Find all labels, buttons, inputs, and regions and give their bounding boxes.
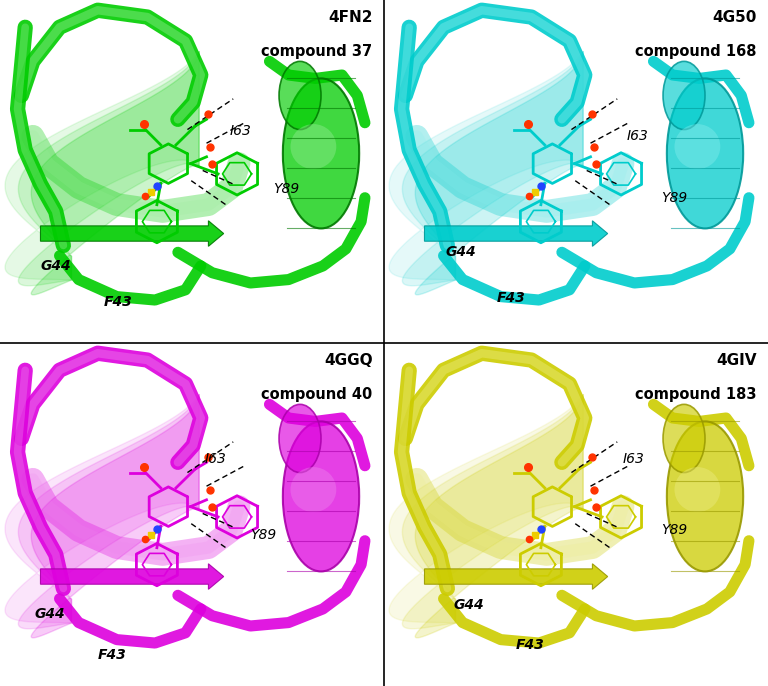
Text: Y89: Y89 xyxy=(250,528,276,543)
Ellipse shape xyxy=(663,61,705,130)
Text: compound 183: compound 183 xyxy=(635,388,756,402)
FancyArrow shape xyxy=(41,564,223,589)
Text: G44: G44 xyxy=(35,607,65,621)
Text: I63: I63 xyxy=(230,124,251,138)
Ellipse shape xyxy=(667,78,743,228)
Text: Y89: Y89 xyxy=(661,191,687,204)
Ellipse shape xyxy=(290,124,336,169)
Text: 4GGQ: 4GGQ xyxy=(324,353,372,368)
Text: Y89: Y89 xyxy=(661,523,687,537)
Text: 4GIV: 4GIV xyxy=(716,353,756,368)
Text: 4G50: 4G50 xyxy=(712,10,756,25)
Text: compound 40: compound 40 xyxy=(261,388,372,402)
Text: I63: I63 xyxy=(627,129,649,143)
Text: F43: F43 xyxy=(516,637,545,652)
Ellipse shape xyxy=(667,421,743,571)
Ellipse shape xyxy=(674,467,720,512)
Ellipse shape xyxy=(663,404,705,473)
Ellipse shape xyxy=(283,78,359,228)
Text: G44: G44 xyxy=(453,598,484,613)
Text: 4FN2: 4FN2 xyxy=(328,10,372,25)
Text: compound 37: compound 37 xyxy=(261,45,372,59)
Text: compound 168: compound 168 xyxy=(635,45,756,59)
Text: G44: G44 xyxy=(41,259,71,273)
Text: F43: F43 xyxy=(98,648,127,662)
Ellipse shape xyxy=(283,421,359,571)
Text: I63: I63 xyxy=(623,452,645,466)
FancyArrow shape xyxy=(41,221,223,246)
Text: F43: F43 xyxy=(104,294,132,309)
Text: I63: I63 xyxy=(204,452,227,466)
Text: Y89: Y89 xyxy=(273,182,300,196)
Ellipse shape xyxy=(674,124,720,169)
Text: G44: G44 xyxy=(445,245,476,259)
FancyArrow shape xyxy=(425,564,607,589)
Text: F43: F43 xyxy=(497,291,526,305)
Ellipse shape xyxy=(279,404,321,473)
Ellipse shape xyxy=(279,61,321,130)
Ellipse shape xyxy=(290,467,336,512)
FancyArrow shape xyxy=(425,221,607,246)
